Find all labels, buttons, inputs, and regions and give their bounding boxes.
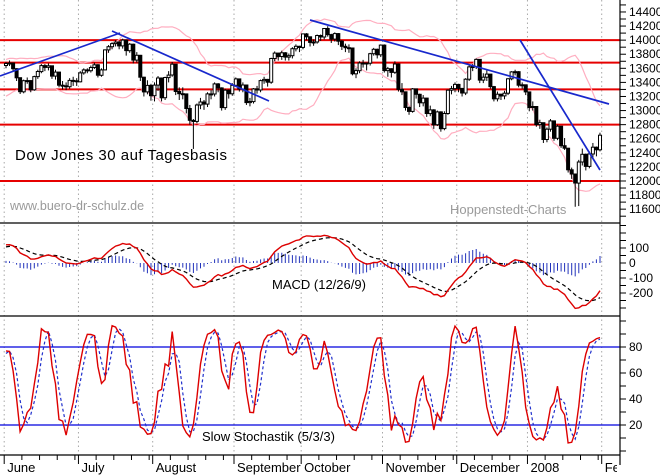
svg-text:13200: 13200	[629, 89, 660, 103]
svg-text:14200: 14200	[629, 19, 660, 33]
svg-text:12000: 12000	[629, 174, 660, 188]
svg-text:14400: 14400	[629, 5, 660, 19]
svg-text:-100: -100	[629, 271, 653, 285]
svg-text:2008: 2008	[530, 460, 559, 475]
watermark-left: www.buero-dr-schulz.de	[10, 199, 145, 213]
chart-title: Dow Jones 30 auf Tagesbasis	[15, 147, 228, 164]
stochastic-indicator-label: Slow Stochastik (5/3/3)	[202, 429, 335, 444]
svg-text:13600: 13600	[629, 61, 660, 75]
svg-text:February: February	[605, 460, 658, 475]
svg-text:60: 60	[629, 366, 643, 380]
svg-text:August: August	[156, 460, 197, 475]
svg-text:40: 40	[629, 392, 643, 406]
svg-text:12400: 12400	[629, 146, 660, 160]
svg-text:-200: -200	[629, 286, 653, 300]
macd-indicator-label: MACD (12/26/9)	[272, 277, 366, 292]
watermark-right: Hoppenstedt-Charts	[450, 202, 567, 217]
svg-text:12800: 12800	[629, 118, 660, 132]
svg-text:11600: 11600	[629, 202, 660, 216]
svg-text:100: 100	[629, 241, 649, 255]
svg-text:July: July	[81, 460, 105, 475]
svg-text:13800: 13800	[629, 47, 660, 61]
svg-text:0: 0	[629, 256, 636, 270]
svg-text:October: October	[304, 460, 351, 475]
svg-text:14000: 14000	[629, 33, 660, 47]
svg-text:June: June	[7, 460, 35, 475]
svg-text:20: 20	[629, 418, 643, 432]
svg-text:12600: 12600	[629, 132, 660, 146]
svg-text:November: November	[385, 460, 446, 475]
svg-text:13400: 13400	[629, 75, 660, 89]
svg-text:12200: 12200	[629, 160, 660, 174]
svg-text:December: December	[460, 460, 521, 475]
svg-text:11800: 11800	[629, 188, 660, 202]
svg-text:13000: 13000	[629, 104, 660, 118]
svg-text:80: 80	[629, 340, 643, 354]
svg-text:September: September	[237, 460, 301, 475]
